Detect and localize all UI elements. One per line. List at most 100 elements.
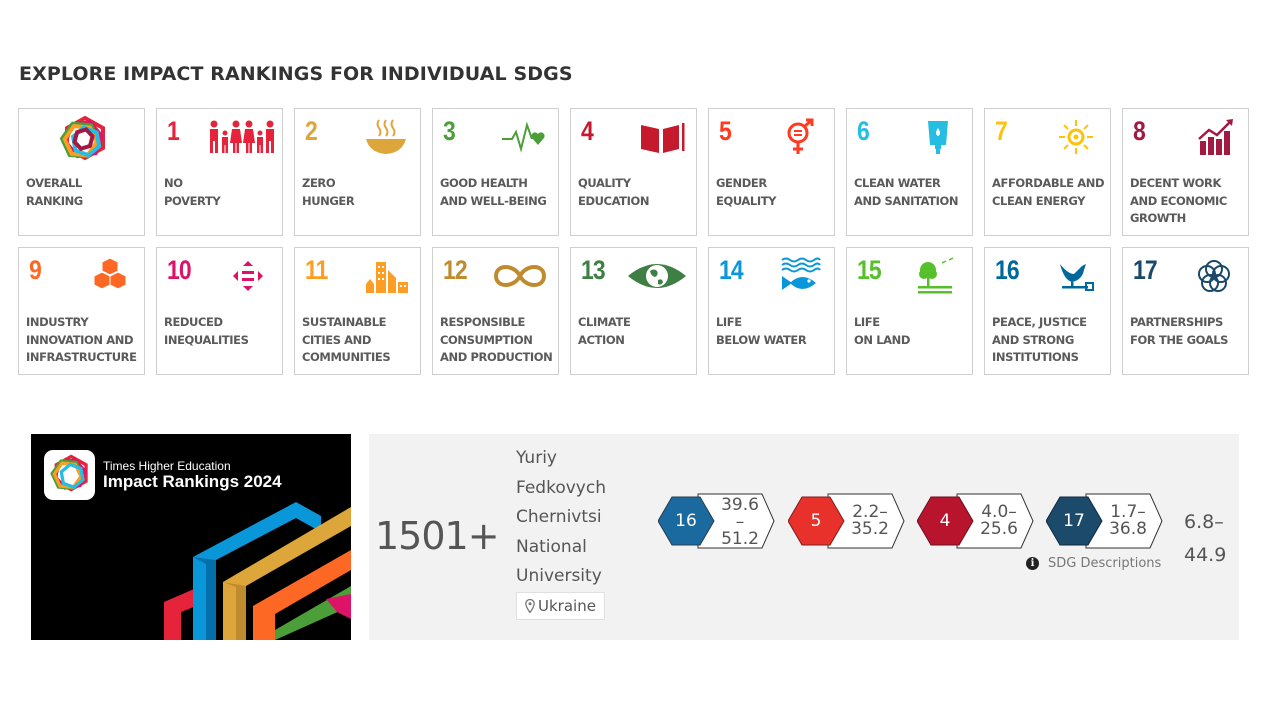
location-text: Ukraine [538, 597, 596, 615]
tile-sdg-12[interactable]: 12 RESPONSIBLE CONSUMPTION AND PRODUCTIO… [432, 247, 559, 375]
tile-label: ZERO HUNGER [302, 176, 355, 208]
equality-arrows-icon [224, 256, 272, 296]
tile-sdg-8[interactable]: 8 DECENT WORK AND ECONOMIC GROWTH [1122, 108, 1249, 236]
sdg-badge-score: 2.2– 35.2 [851, 502, 889, 539]
infinity-icon [490, 256, 550, 296]
city-icon [362, 256, 410, 296]
sdg-badge-score: 4.0– 25.6 [980, 502, 1018, 539]
sdg-number: 9 [29, 255, 42, 285]
overall-score: 6.8– 44.9 [1184, 511, 1227, 566]
tile-sdg-5[interactable]: 5 GENDER EQUALITY [708, 108, 835, 236]
sdg-number: 8 [1133, 116, 1146, 146]
eye-globe-icon [626, 256, 688, 296]
tile-sdg-6[interactable]: 6 CLEAN WATER AND SANITATION [846, 108, 973, 236]
sdg-badge-number: 4 [939, 511, 951, 531]
sdg-number: 13 [581, 255, 606, 285]
tile-sdg-16[interactable]: 16 PEACE, JUSTICE AND STRONG INSTITUTION… [984, 247, 1111, 375]
sdg-number: 16 [995, 255, 1020, 285]
tile-label: AFFORDABLE AND CLEAN ENERGY [992, 176, 1105, 208]
gender-icon [776, 117, 824, 157]
sdg-row-2: 9 INDUSTRY INNOVATION AND INFRASTRUCTURE… [18, 247, 1254, 375]
sdg-number: 12 [443, 255, 468, 285]
sdg-score-badge-5: 5 2.2– 35.2 [788, 492, 906, 550]
tile-label: GOOD HEALTH AND WELL-BEING [440, 176, 547, 208]
tile-label: CLIMATE ACTION [578, 315, 631, 347]
tile-label: RESPONSIBLE CONSUMPTION AND PRODUCTION [440, 315, 553, 364]
sdg-number: 5 [719, 116, 732, 146]
tile-label: LIFE BELOW WATER [716, 315, 807, 347]
sdg-badge-number: 5 [810, 511, 822, 531]
growth-chart-icon [1190, 117, 1238, 157]
tile-label: REDUCED INEQUALITIES [164, 315, 249, 347]
sdg-descriptions-label: SDG Descriptions [1048, 556, 1162, 571]
map-pin-icon [525, 599, 535, 613]
sdg-score-badge-16: 16 39.6 – 51.2 [658, 492, 776, 550]
sdg-badge-number: 16 [675, 511, 697, 531]
sdg-badge-score: 1.7– 36.8 [1109, 502, 1147, 539]
impact-rankings-banner: Times Higher Education Impact Rankings 2… [31, 434, 351, 640]
cubes-icon [86, 256, 134, 296]
tile-label: PARTNERSHIPS FOR THE GOALS [1130, 315, 1229, 347]
sdg-number: 7 [995, 116, 1008, 146]
sdg-badge-score: 39.6 – 51.2 [721, 495, 759, 549]
rings-icon [1190, 256, 1238, 296]
tile-label: LIFE ON LAND [854, 315, 911, 347]
sdg-score-badge-4: 4 4.0– 25.6 [917, 492, 1035, 550]
tile-sdg-9[interactable]: 9 INDUSTRY INNOVATION AND INFRASTRUCTURE [18, 247, 145, 375]
sdg-number: 3 [443, 116, 456, 146]
tile-sdg-3[interactable]: 3 GOOD HEALTH AND WELL-BEING [432, 108, 559, 236]
bowl-icon [362, 117, 410, 157]
tile-sdg-11[interactable]: 11 SUSTAINABLE CITIES AND COMMUNITIES [294, 247, 421, 375]
tile-overall-ranking[interactable]: OVERALL RANKING [18, 108, 145, 236]
tile-sdg-1[interactable]: 1 NO POVERTY [156, 108, 283, 236]
rank-value: 1501+ [375, 514, 500, 558]
tile-sdg-14[interactable]: 14 LIFE BELOW WATER [708, 247, 835, 375]
rankings-logo [44, 450, 95, 500]
section-title: EXPLORE IMPACT RANKINGS FOR INDIVIDUAL S… [19, 63, 573, 85]
banner-title: Impact Rankings 2024 [103, 472, 282, 491]
sdg-row-1: OVERALL RANKING 1 NO POVERTY 2 [18, 108, 1254, 236]
tile-label: INDUSTRY INNOVATION AND INFRASTRUCTURE [26, 315, 137, 364]
sdg-number: 6 [857, 116, 870, 146]
tile-label: OVERALL RANKING [26, 176, 83, 208]
tile-label: DECENT WORK AND ECONOMIC GROWTH [1130, 176, 1227, 225]
info-icon: i [1026, 557, 1039, 570]
location-badge: Ukraine [516, 592, 605, 620]
sdg-descriptions-link[interactable]: i SDG Descriptions [1026, 556, 1161, 571]
dove-icon [1052, 256, 1100, 296]
sdg-number: 17 [1133, 255, 1158, 285]
university-result-row: 1501+ Yuriy Fedkovych Chernivtsi Nationa… [369, 434, 1239, 640]
sdg-number: 15 [857, 255, 882, 285]
water-icon [914, 117, 962, 157]
family-icon [206, 117, 276, 157]
tile-sdg-4[interactable]: 4 QUALITY EDUCATION [570, 108, 697, 236]
sdg-grid: OVERALL RANKING 1 NO POVERTY 2 [18, 108, 1254, 386]
tile-label: SUSTAINABLE CITIES AND COMMUNITIES [302, 315, 391, 364]
sdg-number: 2 [305, 116, 318, 146]
sun-icon [1052, 117, 1100, 157]
tile-sdg-7[interactable]: 7 AFFORDABLE AND CLEAN ENERGY [984, 108, 1111, 236]
brand-name: Times Higher Education [103, 459, 231, 473]
tile-sdg-15[interactable]: 15 LIFE ON LAND [846, 247, 973, 375]
tile-label: CLEAN WATER AND SANITATION [854, 176, 959, 208]
sdg-number: 1 [167, 116, 180, 146]
heartbeat-icon [500, 117, 548, 157]
sdg-badge-number: 17 [1063, 511, 1085, 531]
fish-icon [776, 256, 824, 296]
book-icon [638, 117, 686, 157]
tile-sdg-2[interactable]: 2 ZERO HUNGER [294, 108, 421, 236]
overall-ranking-icon [57, 115, 109, 167]
tile-sdg-10[interactable]: 10 REDUCED INEQUALITIES [156, 247, 283, 375]
tile-sdg-17[interactable]: 17 PARTNERSHIPS FOR THE GOALS [1122, 247, 1249, 375]
sdg-number: 10 [167, 255, 192, 285]
sdg-number: 11 [305, 255, 328, 285]
tile-label: GENDER EQUALITY [716, 176, 777, 208]
university-name-link[interactable]: Yuriy Fedkovych Chernivtsi National Univ… [516, 448, 606, 586]
sdg-number: 4 [581, 116, 594, 146]
banner-stripes-graphic [164, 502, 351, 640]
sdg-score-badge-17: 17 1.7– 36.8 [1046, 492, 1164, 550]
tile-sdg-13[interactable]: 13 CLIMATE ACTION [570, 247, 697, 375]
tile-label: NO POVERTY [164, 176, 221, 208]
tile-label: QUALITY EDUCATION [578, 176, 650, 208]
sdg-number: 14 [719, 255, 744, 285]
